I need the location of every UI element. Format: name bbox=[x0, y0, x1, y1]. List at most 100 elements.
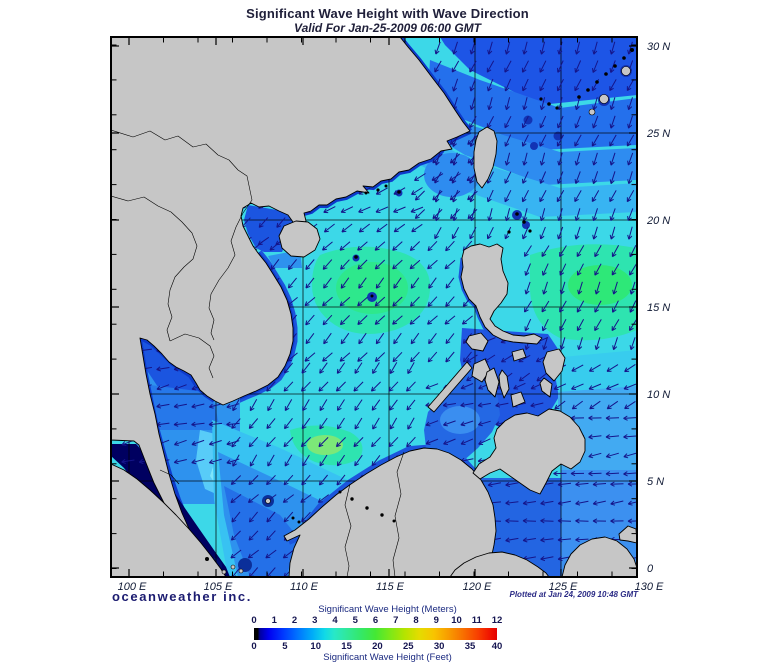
wave-arrow bbox=[539, 115, 547, 129]
wave-arrow bbox=[594, 300, 602, 313]
wave-arrow bbox=[427, 259, 438, 270]
wave-arrow bbox=[248, 511, 258, 523]
wave-arrow bbox=[451, 171, 460, 184]
wave-arrow bbox=[539, 190, 547, 203]
wave-arrow bbox=[539, 41, 546, 55]
wave-arrow bbox=[451, 227, 460, 240]
wave-arrow bbox=[305, 333, 315, 345]
wave-arrow bbox=[588, 452, 602, 459]
wave-arrow bbox=[304, 352, 316, 362]
wave-arrow bbox=[530, 402, 544, 408]
wave-arrow bbox=[392, 351, 403, 363]
wave-arrow bbox=[354, 399, 363, 411]
wave-arrow bbox=[460, 420, 474, 427]
wave-arrow bbox=[340, 206, 354, 213]
wave-arrow bbox=[606, 364, 619, 372]
wave-arrow bbox=[557, 481, 572, 487]
wave-arrow bbox=[588, 364, 601, 372]
wave-arrow bbox=[627, 518, 637, 524]
wave-arrow bbox=[445, 351, 455, 363]
wave-arrow bbox=[322, 314, 333, 326]
wave-arrow bbox=[301, 417, 311, 430]
wave-arrow bbox=[284, 417, 293, 430]
wave-arrow bbox=[449, 153, 460, 164]
wave-arrow bbox=[592, 518, 607, 524]
wave-arrow bbox=[247, 494, 259, 503]
legend-feet-tick: 40 bbox=[491, 641, 503, 652]
wave-arrow bbox=[427, 296, 438, 307]
wave-arrow bbox=[594, 281, 601, 295]
wave-arrow bbox=[431, 173, 444, 181]
wave-arrow bbox=[411, 187, 423, 195]
legend-meters-title: Significant Wave Height (Meters) bbox=[318, 604, 457, 615]
wave-arrow bbox=[574, 152, 581, 166]
wave-arrow bbox=[623, 383, 637, 390]
wave-arrow bbox=[357, 259, 368, 270]
wave-arrow bbox=[524, 245, 532, 257]
wave-arrow bbox=[319, 417, 328, 430]
wave-arrow bbox=[540, 556, 554, 562]
wave-arrow bbox=[524, 263, 531, 276]
land-leyte bbox=[539, 377, 553, 398]
wave-arrow bbox=[592, 41, 598, 55]
wave-arrow bbox=[623, 415, 637, 421]
wave-arrow bbox=[589, 400, 601, 410]
wave-arrow bbox=[574, 208, 581, 222]
wave-arrow bbox=[557, 171, 564, 184]
wave-arrow bbox=[267, 454, 275, 467]
wave-arrow bbox=[623, 471, 637, 477]
wave-arrow bbox=[284, 399, 293, 412]
wave-arrow bbox=[522, 97, 528, 111]
wave-arrow bbox=[323, 223, 335, 233]
wave-arrow bbox=[612, 337, 618, 351]
wave-arrow bbox=[624, 400, 636, 410]
wave-arrow bbox=[230, 549, 242, 559]
map-frame bbox=[110, 36, 638, 578]
wave-arrow bbox=[559, 318, 567, 332]
wave-arrow bbox=[305, 259, 315, 270]
wave-arrow bbox=[627, 208, 634, 221]
wave-arrow bbox=[524, 281, 531, 295]
wave-arrow bbox=[574, 134, 582, 147]
wave-arrow bbox=[452, 78, 459, 92]
wave-arrow bbox=[487, 78, 494, 92]
wave-arrow bbox=[432, 209, 443, 220]
wave-arrow bbox=[577, 281, 583, 295]
wave-arrow bbox=[323, 206, 336, 214]
wave-arrow bbox=[337, 417, 345, 430]
oceanweather-logo: oceanweather inc. bbox=[112, 589, 252, 604]
wave-arrow bbox=[556, 134, 565, 147]
wave-arrow bbox=[445, 240, 455, 252]
wave-arrow bbox=[336, 474, 346, 486]
island-specks bbox=[205, 48, 634, 561]
wave-arrow bbox=[358, 332, 367, 345]
wave-arrow bbox=[393, 332, 402, 345]
wave-arrow bbox=[524, 300, 532, 313]
wave-arrow bbox=[374, 352, 386, 362]
wave-arrow bbox=[226, 403, 240, 409]
wave-arrow bbox=[392, 296, 403, 307]
wave-arrow bbox=[539, 60, 547, 73]
wave-arrow bbox=[341, 223, 353, 233]
wave-arrow bbox=[623, 452, 637, 459]
wave-arrow bbox=[445, 296, 455, 307]
wave-arrow bbox=[357, 241, 368, 251]
wave-arrow bbox=[304, 297, 316, 307]
wave-arrow bbox=[173, 421, 188, 427]
wave-arrow bbox=[322, 241, 333, 251]
wave-arrow bbox=[449, 135, 461, 145]
wave-arrow bbox=[393, 277, 402, 289]
wave-arrow bbox=[191, 403, 205, 409]
wave-arrow bbox=[469, 116, 477, 129]
wave-arrow bbox=[270, 259, 280, 271]
wave-arrow bbox=[287, 277, 297, 289]
wave-arrow bbox=[594, 263, 602, 276]
legend-meters-tick: 9 bbox=[433, 615, 439, 626]
wave-arrow bbox=[559, 281, 566, 295]
wave-arrow bbox=[571, 364, 584, 372]
wave-arrow bbox=[319, 399, 328, 412]
wave-arrow bbox=[452, 41, 458, 55]
wave-arrow bbox=[574, 115, 581, 129]
wave-arrow bbox=[427, 240, 438, 252]
